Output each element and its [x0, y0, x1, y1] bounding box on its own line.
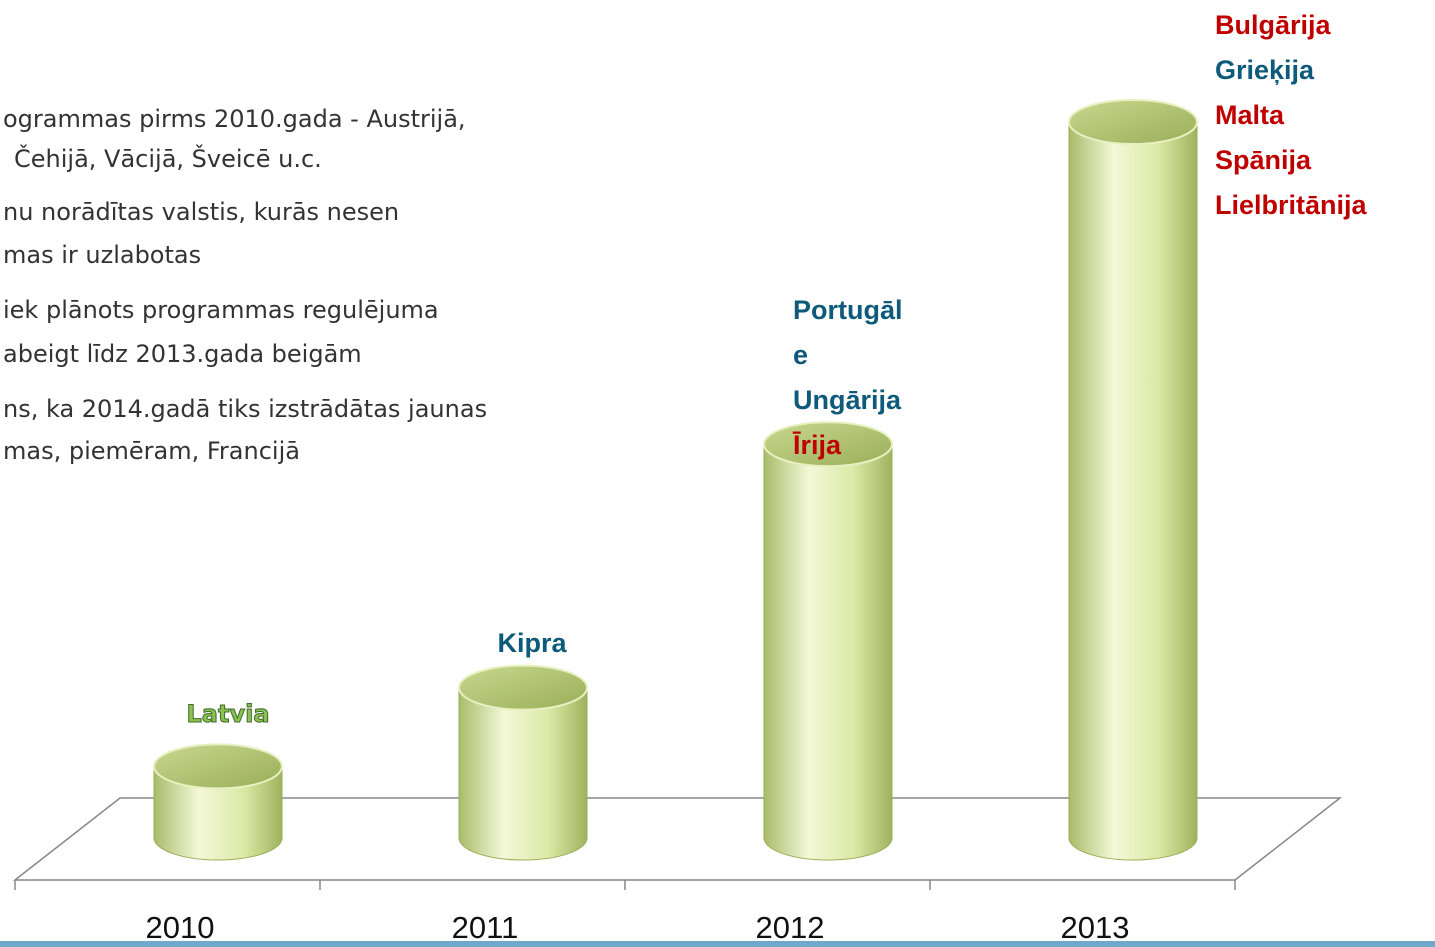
bar — [1068, 99, 1198, 861]
body-text: abeigt līdz 2013.gada beigām — [3, 340, 362, 368]
cylinder-body — [1068, 121, 1198, 861]
bar-label: Ungārija — [793, 385, 902, 415]
bar — [458, 664, 588, 861]
body-text: ns, ka 2014.gadā tiks izstrādātas jaunas — [3, 395, 487, 423]
bar — [763, 421, 893, 861]
cylinder-top — [458, 664, 588, 711]
bar — [153, 743, 283, 861]
bar-label: Malta — [1215, 100, 1285, 130]
bar-label: Portugāl — [793, 295, 903, 325]
floor — [12, 797, 1343, 881]
cylinder-body — [458, 687, 588, 861]
cylinder-body — [763, 443, 893, 861]
body-text: ogrammas pirms 2010.gada - Austrijā, — [3, 105, 466, 133]
bottom-stripe — [0, 941, 1435, 947]
bar-label: Lielbritānija — [1215, 190, 1368, 220]
cylinder-top — [763, 421, 893, 468]
body-text: iek plānots programmas regulējuma — [3, 296, 439, 324]
bar-label: Grieķija — [1215, 55, 1315, 85]
x-tick-label: 2013 — [1061, 910, 1130, 945]
bar-label: e — [793, 340, 808, 370]
x-tick-label: 2011 — [452, 910, 519, 945]
bar-label: Spānija — [1215, 145, 1312, 175]
body-text: mas, piemēram, Francijā — [3, 437, 300, 465]
bar-label: Kipra — [497, 628, 567, 658]
bar-label: Latvia — [186, 700, 269, 728]
cylinder-top — [153, 743, 283, 790]
cylinder-body — [153, 765, 283, 861]
body-text: nu norādītas valstis, kurās nesen — [3, 198, 399, 226]
x-tick-label: 2012 — [756, 910, 825, 945]
bar-label: Īrija — [792, 430, 842, 460]
body-text: mas ir uzlabotas — [3, 241, 201, 269]
body-text: Čehijā, Vācijā, Šveicē u.c. — [14, 143, 322, 173]
cylinder-top — [1068, 99, 1198, 145]
bar-label: Bulgārija — [1215, 10, 1332, 40]
x-tick-label: 2010 — [146, 910, 215, 945]
